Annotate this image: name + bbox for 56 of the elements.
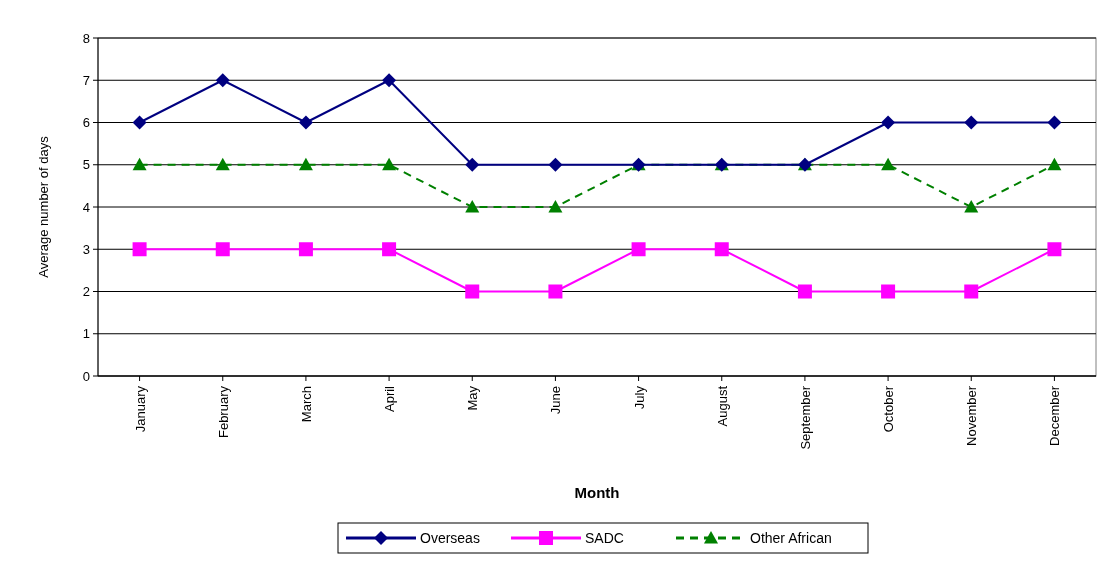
legend-label: Other African	[750, 529, 832, 546]
x-tick-label: December	[1047, 385, 1063, 446]
point	[465, 157, 480, 172]
y-tick-label: 1	[82, 326, 90, 342]
x-tick-label: October	[881, 385, 897, 433]
point	[964, 200, 979, 213]
point	[881, 157, 896, 171]
point	[132, 115, 147, 130]
x-tick-label: June	[548, 386, 564, 415]
x-tick-label: March	[298, 386, 314, 423]
point	[1047, 242, 1062, 257]
x-tick-label: January	[132, 385, 148, 433]
point	[548, 284, 563, 299]
point	[132, 157, 147, 171]
point	[382, 73, 397, 88]
y-tick-label: 5	[82, 157, 90, 173]
point	[132, 242, 147, 257]
point	[465, 200, 480, 213]
point	[1047, 115, 1062, 130]
x-tick-label: August	[714, 385, 730, 427]
point	[548, 157, 563, 172]
x-tick-label: September	[797, 385, 813, 450]
point	[382, 242, 397, 257]
x-tick-label: July	[631, 385, 647, 410]
point	[298, 115, 313, 130]
point	[465, 284, 480, 299]
point	[298, 242, 313, 257]
y-tick-label: 3	[82, 241, 90, 257]
legend-label: SADC	[585, 529, 624, 546]
point	[631, 242, 646, 257]
x-tick-label: April	[382, 385, 398, 413]
point	[298, 157, 313, 171]
point	[964, 115, 979, 130]
point	[382, 157, 397, 171]
x-axis-title: Month	[574, 484, 620, 501]
point	[881, 115, 896, 130]
y-tick-label: 4	[82, 199, 90, 215]
y-tick-label: 2	[82, 284, 90, 300]
point	[548, 200, 563, 213]
x-tick-label: November	[964, 385, 980, 446]
x-tick-label: February	[215, 385, 231, 439]
y-tick-label: 8	[82, 30, 90, 46]
y-tick-label: 0	[82, 368, 90, 384]
legend-label: Overseas	[420, 529, 480, 546]
point	[1047, 157, 1062, 171]
point	[215, 157, 230, 171]
point	[215, 242, 230, 257]
point	[964, 284, 979, 299]
y-tick-label: 7	[82, 72, 90, 88]
point	[797, 284, 812, 299]
point	[714, 242, 729, 257]
x-tick-label: May	[465, 385, 481, 411]
point	[881, 284, 896, 299]
point	[215, 73, 230, 88]
y-tick-label: 6	[82, 115, 90, 131]
y-axis-title: Average number of days	[36, 135, 51, 278]
